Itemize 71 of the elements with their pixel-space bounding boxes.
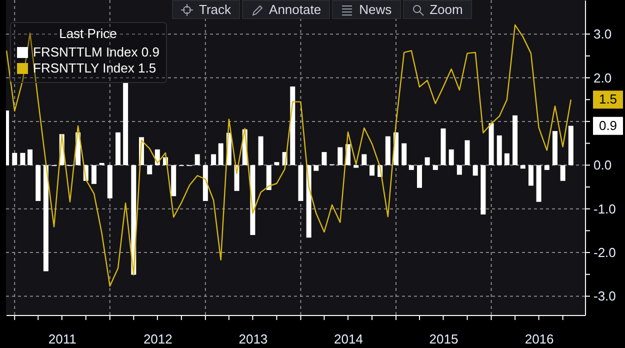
bar <box>115 132 120 166</box>
bar <box>338 147 343 166</box>
bar <box>362 154 367 166</box>
bar <box>544 165 550 170</box>
bar <box>107 165 112 198</box>
bar <box>43 165 48 272</box>
bar <box>123 82 128 166</box>
y-tick-label: 3.0 <box>594 26 612 42</box>
bar <box>20 152 26 166</box>
line-series <box>6 24 572 287</box>
bar <box>28 149 33 166</box>
bar <box>568 126 574 166</box>
x-tick-label: 2016 <box>524 332 554 346</box>
legend-label: FRSNTTLM Index 0.9 <box>33 44 160 60</box>
x-tick-label: 2012 <box>143 332 172 346</box>
bar <box>504 153 510 166</box>
bar <box>274 162 280 166</box>
bar <box>536 165 542 202</box>
annotation: Annotate <box>269 2 322 17</box>
y-tick-label: 2.0 <box>594 70 612 86</box>
bar <box>354 165 359 168</box>
bar <box>12 152 18 166</box>
bar <box>472 165 478 176</box>
bar <box>528 165 534 186</box>
bar <box>432 165 438 170</box>
annotation: 0.9 <box>598 118 618 133</box>
bar <box>194 154 200 166</box>
bar <box>211 154 216 166</box>
y-tick-label: -2.0 <box>594 245 616 260</box>
annotation: News <box>359 2 392 17</box>
bar <box>448 149 454 166</box>
bar <box>36 165 41 201</box>
bar <box>402 143 407 166</box>
bar <box>322 152 327 166</box>
y-tick-label: -3.0 <box>594 288 616 304</box>
bar <box>314 165 319 171</box>
bar <box>258 136 264 166</box>
bar <box>171 165 176 196</box>
bar <box>488 123 494 166</box>
bar <box>552 131 558 166</box>
bar <box>99 162 104 166</box>
bar <box>369 165 374 176</box>
y-tick-label: 0.0 <box>594 158 612 173</box>
x-tick-label: 2015 <box>429 332 458 346</box>
bar <box>408 165 414 170</box>
bar <box>91 165 96 184</box>
bar <box>480 165 486 215</box>
bar <box>218 143 224 166</box>
bar <box>202 165 208 201</box>
bar <box>290 86 296 166</box>
annotation: Track <box>199 2 232 17</box>
bar <box>147 165 152 174</box>
legend-title: Last Price <box>59 26 117 41</box>
bar <box>496 135 502 166</box>
bar <box>512 115 518 166</box>
bar <box>416 165 422 188</box>
bar <box>456 165 462 175</box>
x-tick-label: 2013 <box>238 332 268 346</box>
bar <box>266 165 272 190</box>
bar <box>520 165 526 169</box>
bar <box>424 157 430 166</box>
bar <box>440 128 446 166</box>
annotation: 1.5 <box>598 92 618 107</box>
x-tick-label: 2014 <box>334 332 363 346</box>
bar <box>298 165 304 201</box>
bar <box>560 165 566 181</box>
bar <box>385 136 390 166</box>
annotation: Zoom <box>430 2 463 17</box>
bar <box>464 140 470 166</box>
y-tick-label: -1.0 <box>594 201 616 216</box>
x-tick-label: 2011 <box>48 332 76 346</box>
